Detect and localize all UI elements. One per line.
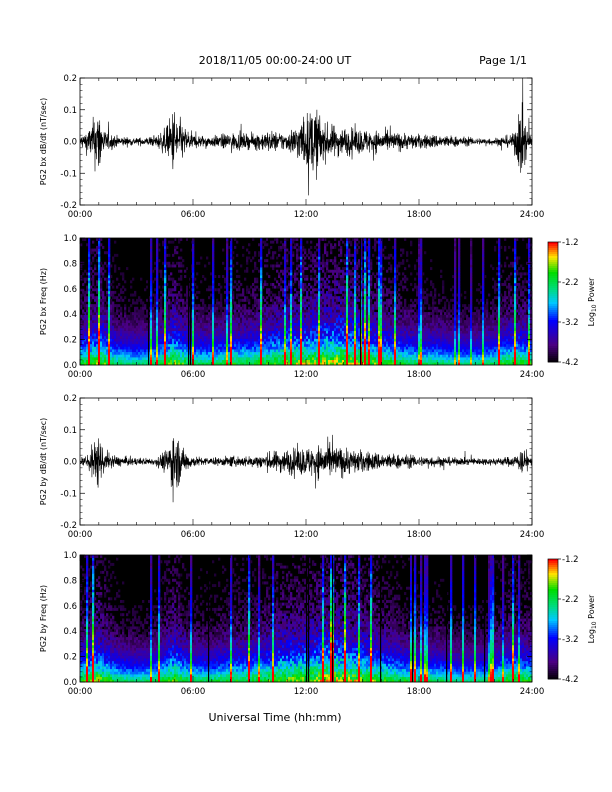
x-tick-label: 24:00 [520, 370, 545, 380]
y-tick-label: -0.1 [60, 489, 77, 499]
data-gap [148, 238, 150, 365]
colorbar-tick-label: -3.2 [562, 635, 579, 645]
y-tick-label: 0.1 [63, 426, 77, 436]
y-tick-label: 0.0 [63, 458, 77, 468]
data-gap [360, 238, 362, 365]
y-tick-label: 0.1 [63, 106, 77, 116]
colorbar-frame [547, 241, 559, 363]
y-tick-label: 0.4 [63, 310, 77, 320]
x-tick-label: 00:00 [68, 530, 93, 540]
y-tick-label: 0.0 [63, 138, 77, 148]
colorbar-tick-label: -1.2 [562, 555, 579, 565]
colorbar: -1.2 -2.2 -3.2 -4.2 Log10 Power [547, 555, 598, 685]
x-tick-label: 12:00 [294, 370, 319, 380]
waveform-line [79, 434, 533, 503]
colorbar-tick-label: -3.2 [562, 318, 579, 328]
x-tick-label: 06:00 [181, 530, 206, 540]
x-tick-label: 18:00 [407, 530, 432, 540]
x-tick-label: 12:00 [294, 530, 319, 540]
x-tick-label: 24:00 [520, 210, 545, 220]
y-tick-label: 0.2 [63, 74, 77, 84]
colorbar-tick-label: -2.2 [562, 278, 579, 288]
colorbar-label: Log10 Power [587, 594, 598, 643]
x-axis-label: Universal Time (hh:mm) [209, 711, 342, 724]
x-tick-label: 18:00 [407, 687, 432, 697]
spectrogram-cells [80, 555, 533, 683]
y-tick-label: 0.8 [63, 259, 77, 269]
data-gap [446, 555, 448, 682]
y-tick-label: 1.0 [63, 551, 77, 561]
page-indicator: Page 1/1 [479, 54, 527, 67]
y-tick-label: -0.2 [60, 201, 77, 211]
colorbar-tick-label: -2.2 [562, 595, 579, 605]
x-tick-label: 00:00 [68, 687, 93, 697]
data-gap [332, 555, 334, 682]
y-tick-label: 0.2 [63, 394, 77, 404]
x-tick-label: 06:00 [181, 210, 206, 220]
colorbar-label: Log10 Power [587, 277, 598, 326]
y-axis-label: PG2 bx dB/dt (nT/sec) [39, 98, 48, 185]
colorbar-frame [547, 558, 559, 680]
data-gap [308, 555, 310, 682]
y-axis-label: PG2 bx Freq (Hz) [39, 268, 48, 335]
data-gap [190, 238, 192, 365]
data-gap [188, 238, 190, 365]
data-gap [412, 555, 414, 682]
x-tick-label: 12:00 [294, 687, 319, 697]
x-tick-label: 06:00 [181, 370, 206, 380]
data-gap [306, 555, 308, 682]
y-tick-label: 0.2 [63, 653, 77, 663]
panel-2: -1.2 -2.2 -3.2 -4.2 Log10 Power 1.0 0.8 0.6 0.4 0… [39, 234, 598, 380]
y-tick-label: 1.0 [63, 234, 77, 244]
colorbar-tick-label: -1.2 [562, 238, 579, 248]
waveform-line [79, 77, 533, 196]
y-axis-label: PG2 by Freq (Hz) [39, 585, 48, 652]
colorbar: -1.2 -2.2 -3.2 -4.2 Log10 Power [547, 238, 598, 368]
panel-3: 0.2 0.1 0.0 -0.1 -0.200:00 06:00 12:00 18:00 24:… [39, 394, 544, 540]
x-tick-label: 06:00 [181, 687, 206, 697]
data-gap [484, 555, 486, 682]
panels: 0.20.10.0-0.1-0.200:00 06:00 12:00 18:00 24:… [39, 74, 598, 697]
y-tick-label: 0.0 [63, 361, 77, 371]
x-tick-label: 12:00 [294, 210, 319, 220]
figure-title: 2018/11/05 00:00-24:00 UT [199, 54, 352, 67]
y-tick-label: 0.6 [63, 285, 77, 295]
y-tick-label: 0.8 [63, 576, 77, 586]
panel-1: 0.2 0.1 0.0 -0.1 -0.200:00 06:00 12:00 18:00 24:… [39, 74, 544, 220]
x-tick-label: 18:00 [407, 210, 432, 220]
y-tick-label: 0.2 [63, 336, 77, 346]
x-tick-label: 24:00 [520, 687, 545, 697]
colorbar-tick-label: -4.2 [562, 675, 579, 685]
y-tick-label: 0.6 [63, 602, 77, 612]
data-gap [208, 555, 210, 682]
y-tick-label: -0.1 [60, 169, 77, 179]
y-axis-label: PG2 by dB/dt (nT/sec) [39, 418, 48, 505]
y-tick-label: -0.2 [60, 521, 77, 531]
x-tick-label: 24:00 [520, 530, 545, 540]
x-tick-label: 00:00 [68, 210, 93, 220]
panel-4: -1.2 -2.2 -3.2 -4.2 Log10 Power 1.0 0.8 0.6 0.4 0… [39, 551, 598, 697]
data-gap [380, 555, 382, 682]
y-tick-label: 0.4 [63, 627, 77, 637]
colorbar-tick-label: -4.2 [562, 358, 579, 368]
x-tick-label: 18:00 [407, 370, 432, 380]
x-tick-label: 00:00 [68, 370, 93, 380]
spectrogram-cells [80, 238, 533, 366]
y-tick-label: 0.0 [63, 678, 77, 688]
